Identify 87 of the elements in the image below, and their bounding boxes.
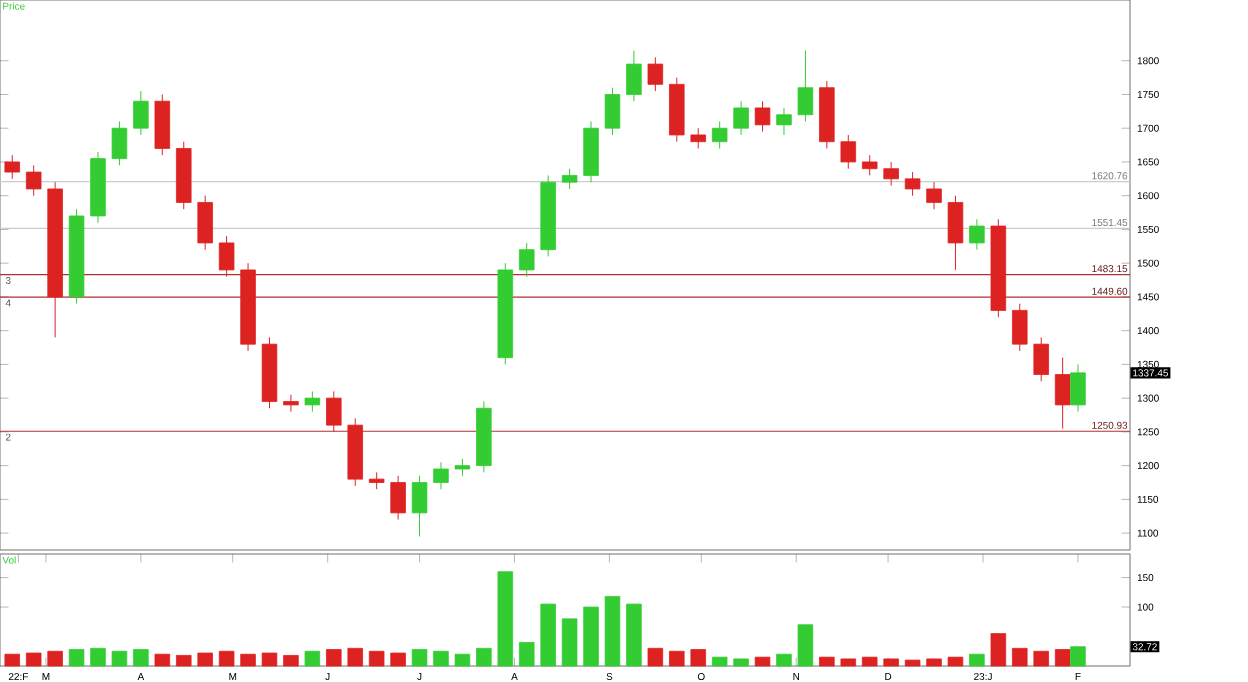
bar xyxy=(626,603,642,667)
bar xyxy=(840,658,857,667)
candlestick xyxy=(25,164,42,197)
bar xyxy=(969,653,985,667)
candlestick xyxy=(111,120,128,166)
bar xyxy=(497,571,514,667)
candlestick xyxy=(947,195,964,271)
bar xyxy=(347,647,363,667)
candlestick xyxy=(604,87,621,136)
bar xyxy=(283,654,299,667)
candlestick xyxy=(583,120,599,183)
bar xyxy=(433,650,449,667)
bar xyxy=(754,656,771,667)
bar xyxy=(90,647,106,667)
bar xyxy=(561,618,578,667)
bar xyxy=(1012,647,1028,667)
bar xyxy=(47,650,63,667)
bar xyxy=(390,652,406,667)
bar xyxy=(604,596,621,667)
candlestick xyxy=(133,90,149,136)
candlestick xyxy=(304,390,321,413)
bar xyxy=(990,633,1007,667)
bar xyxy=(326,649,342,667)
candlestick xyxy=(904,171,921,197)
bar xyxy=(1033,650,1049,667)
bar xyxy=(540,603,556,667)
bar xyxy=(368,650,385,667)
bar xyxy=(583,606,599,667)
candlestick xyxy=(861,154,878,176)
bar xyxy=(518,642,535,667)
bar xyxy=(819,656,835,667)
candlestick xyxy=(154,93,171,156)
bar xyxy=(776,653,792,667)
bar xyxy=(304,650,321,667)
bar xyxy=(926,658,942,667)
bar xyxy=(669,650,685,667)
candlestick xyxy=(433,461,449,490)
bar xyxy=(454,653,471,667)
candlestick xyxy=(797,50,814,122)
bar xyxy=(861,656,878,667)
bar xyxy=(261,652,278,667)
candlestick xyxy=(883,161,899,187)
candlestick xyxy=(626,50,642,102)
candlestick xyxy=(411,475,428,537)
bar xyxy=(904,659,921,667)
bar xyxy=(711,656,728,667)
candlestick xyxy=(840,134,857,170)
candlestick xyxy=(690,127,706,149)
candlestick xyxy=(561,168,578,190)
bar xyxy=(733,658,749,667)
bar xyxy=(797,624,814,667)
candlestick xyxy=(776,107,792,136)
candlestick xyxy=(647,56,664,92)
bar xyxy=(240,653,256,667)
bar xyxy=(197,652,213,667)
candlestick xyxy=(326,390,342,433)
candlestick xyxy=(4,154,20,180)
bar xyxy=(1054,649,1071,667)
bar xyxy=(133,649,149,667)
bar xyxy=(883,658,899,667)
candlestick xyxy=(1033,336,1049,382)
bar xyxy=(25,652,42,667)
bar xyxy=(154,653,171,667)
bar xyxy=(690,649,706,667)
candlestick xyxy=(518,242,535,278)
bar xyxy=(218,650,235,667)
candlestick xyxy=(1054,357,1071,430)
bar xyxy=(476,647,492,667)
bar xyxy=(111,650,128,667)
candlestick xyxy=(218,235,235,278)
bar xyxy=(947,656,964,667)
bar xyxy=(411,649,428,667)
candlestick xyxy=(1070,363,1086,413)
bar xyxy=(68,649,85,667)
candlestick xyxy=(197,195,213,251)
candlestick xyxy=(390,475,406,521)
bar xyxy=(1070,646,1086,667)
bar xyxy=(4,653,20,667)
candlestick xyxy=(733,100,749,136)
candlestick xyxy=(754,100,771,133)
candlestick xyxy=(926,181,942,210)
bar xyxy=(175,654,192,667)
candlestick xyxy=(283,394,299,413)
candlestick xyxy=(711,120,728,149)
candlestick xyxy=(969,218,985,251)
candlestick xyxy=(1012,303,1028,352)
bar xyxy=(647,647,664,667)
